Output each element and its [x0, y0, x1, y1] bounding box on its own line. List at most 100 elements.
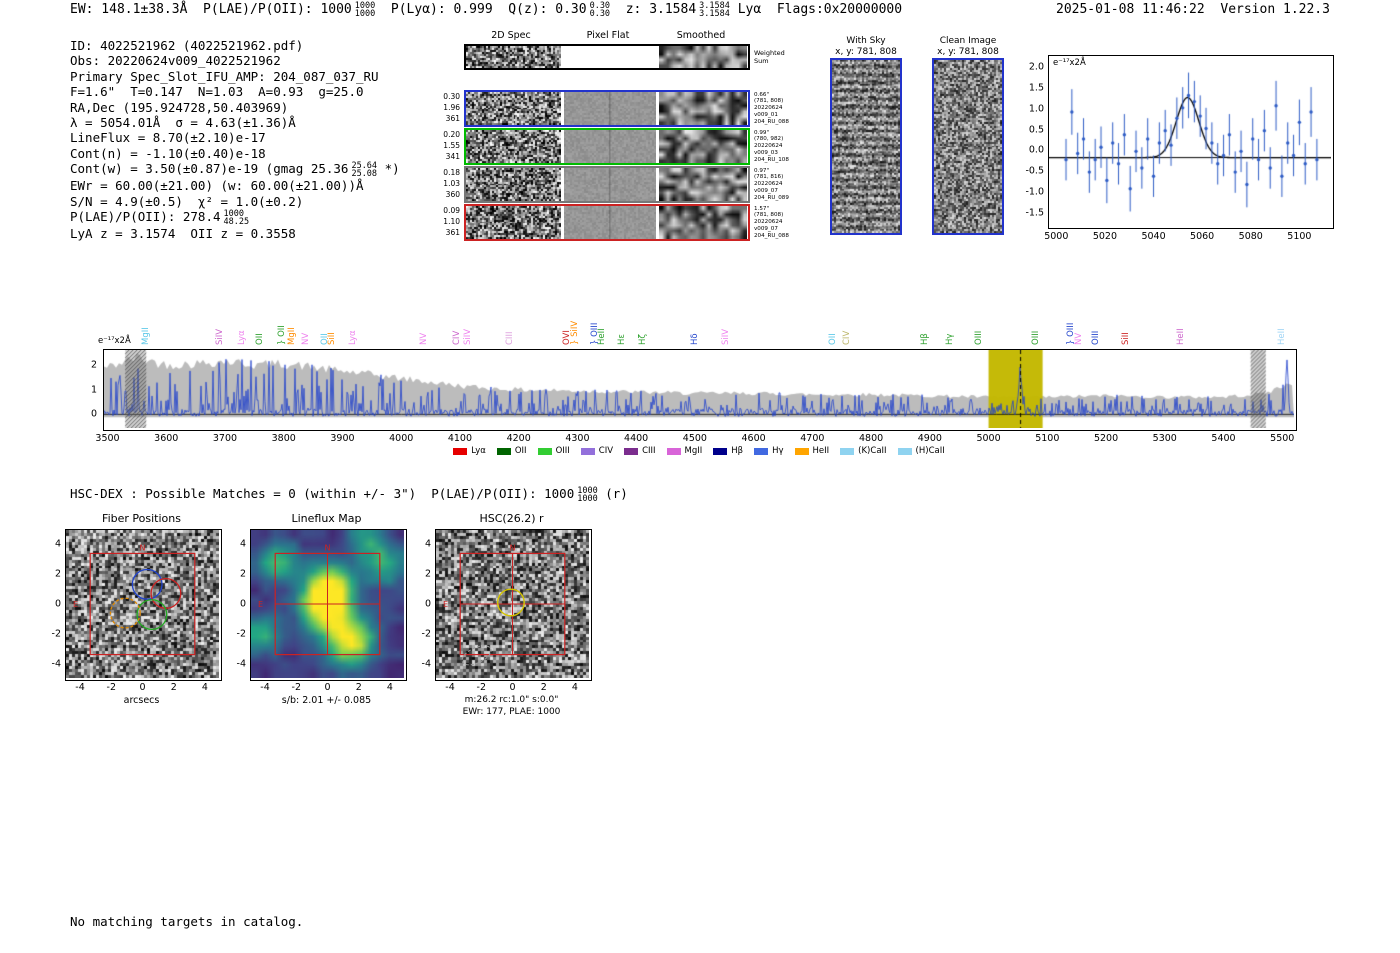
panel-x-tick: 2	[355, 682, 362, 693]
cutout-col-header: Smoothed	[676, 30, 726, 41]
spec2d-cutout-canvas	[466, 130, 561, 163]
fraction-bottom: 3.1584	[699, 9, 730, 19]
pixel-flat-canvas	[564, 206, 656, 239]
emission-line-label: Lyα	[236, 330, 247, 345]
spec2d-cutout-canvas	[466, 206, 561, 239]
panel-x-tick: 2	[170, 682, 177, 693]
fraction-bottom: 0.30	[589, 9, 611, 19]
sky-panel-title: Clean Image	[939, 36, 997, 46]
header-meta: 2025-01-08 11:46:22 Version 1.22.3	[1056, 2, 1330, 17]
legend-swatch	[496, 447, 511, 455]
zoom-y-tick: -1.5	[1025, 207, 1044, 219]
fiber-circle	[109, 597, 141, 629]
cutout-annotation-line: 0.99"	[754, 129, 770, 136]
emission-line-label: } OII	[277, 325, 288, 345]
legend-label: (H)CaII	[915, 446, 945, 456]
cutout-row	[464, 128, 750, 165]
lineflux-overlay: NE	[258, 543, 381, 656]
panel-y-tick: 4	[54, 538, 61, 550]
info-line: λ = 5054.01Å σ = 4.63(±1.36)Å	[70, 115, 400, 130]
fraction-top: 0.30	[589, 1, 611, 11]
legend-label: CIII	[642, 446, 656, 456]
cutout-row-left-labels: 0.09 1.10 361	[440, 205, 460, 238]
sky-panel-coords: x, y: 781, 808	[937, 47, 999, 57]
emission-line-label: OIII	[1031, 330, 1042, 345]
cutout-annotation-line: 204_RU_088	[754, 232, 789, 239]
fraction-top: 1000	[577, 486, 598, 496]
spectrum-x-tick: 5500	[1270, 433, 1295, 444]
cutout-row-annotations: 0.99" (780, 982) 20220624 v009_03 204_RU_108	[754, 130, 789, 164]
spec2d-cutout-canvas	[466, 46, 561, 68]
zoom-y-tick: -0.5	[1025, 165, 1044, 177]
panel-x-tick: 0	[324, 682, 331, 693]
cutout-row-annotations: 1.57" (781, 808) 20220624 v009_07 204_RU_088	[754, 206, 789, 240]
panel-caption: m:26.2 rc:1.0" s:0.0"	[464, 695, 559, 705]
fraction-top: 25.64	[351, 161, 378, 172]
panel-title-fiber: Fiber Positions	[102, 512, 181, 525]
legend-swatch	[794, 447, 809, 455]
cutout-left-value: 1.96	[443, 103, 460, 112]
spectrum-x-tick: 4300	[565, 433, 590, 444]
info-line: LineFlux = 8.70(±2.10)e-17	[70, 130, 400, 145]
clean-image	[932, 58, 1004, 235]
cutout-left-value: 360	[445, 190, 460, 199]
legend-item: HeII	[794, 446, 829, 456]
stacked-fraction: 25.64 25.08	[351, 161, 378, 179]
spectrum-y-tick: 0	[90, 408, 97, 420]
cutout-col-header: Pixel Flat	[586, 30, 630, 41]
fraction-top: 1000	[354, 1, 376, 11]
cutout-annotation-line: 204_RU_108	[754, 156, 789, 163]
cutout-annotation-line: v009_07	[754, 187, 778, 194]
emission-line-label: Lyα	[347, 330, 358, 345]
text-segment: HSC-DEX : Possible Matches = 0 (within +…	[70, 486, 575, 501]
text-segment: Lyα Flags:0x20000000	[729, 2, 903, 17]
text-segment: Cont(w) = 3.50(±0.87)e-19 (gmag 25.36	[70, 161, 349, 177]
aperture-circle	[496, 588, 525, 617]
cutout-annotation-line: 1.57"	[754, 205, 770, 212]
legend-label: Hβ	[731, 446, 744, 456]
text-segment: P(LAE)/P(OII): 278.4	[70, 209, 221, 225]
spectrum-x-tick: 5000	[976, 433, 1001, 444]
emission-line-label: Hδ	[689, 333, 700, 345]
cutout-annotation-line: (781, 808)	[754, 212, 784, 219]
cutout-left-value: 1.55	[443, 141, 460, 150]
info-line: S/N = 4.9(±0.5) χ² = 1.0(±0.2)	[70, 194, 400, 209]
emission-line-label: NV	[1073, 332, 1084, 345]
zoom-x-tick: 5040	[1141, 231, 1166, 242]
fraction-bottom: 48.25	[223, 217, 250, 228]
cutout-row-annotations: 0.97" (781, 816) 20220624 v009_07 204_RU_089	[754, 168, 789, 202]
panel-y-tick: -4	[421, 658, 431, 670]
text-segment: EW: 148.1±38.3Å P(LAE)/P(OII): 1000	[70, 2, 352, 17]
panel-x-tick: -2	[106, 682, 117, 693]
footer-notes: No matching targets in catalog. Row inte…	[70, 876, 303, 953]
spectrum-x-tick: 4600	[741, 433, 766, 444]
cutout-row-annotations: 0.66" (781, 808) 20220624 v009_01 204_RU_088	[754, 92, 789, 126]
info-line: Primary Spec_Slot_IFU_AMP: 204_087_037_R…	[70, 69, 400, 84]
cutout-left-value: 361	[445, 114, 460, 123]
spectrum-x-tick: 5400	[1211, 433, 1236, 444]
info-line: LyA z = 3.1574 OII z = 0.3558	[70, 226, 400, 241]
zoom-y-tick: 1.0	[1028, 103, 1044, 115]
panel-x-tick: 0	[139, 682, 146, 693]
panel-y-tick: -2	[421, 628, 431, 640]
spectrum-x-tick: 5200	[1093, 433, 1119, 444]
smoothed-cutout-canvas	[659, 206, 747, 239]
stacked-fraction: 1000 1000	[354, 1, 376, 19]
legend-item: OII	[496, 446, 527, 456]
cutout-annotation-line: 204_RU_089	[754, 194, 789, 201]
cutout-left-value: 1.10	[443, 217, 460, 226]
sky-image-canvas	[934, 60, 1002, 233]
cutout-row	[464, 90, 750, 127]
zoom-x-tick: 5100	[1287, 231, 1312, 242]
emission-line-label: CIV	[842, 330, 853, 345]
spectrum-x-tick: 4800	[859, 433, 884, 444]
cutout-annotation-line: 20220624	[754, 143, 783, 150]
panel-y-tick: -2	[51, 628, 61, 640]
cutout-annotation-line: (781, 808)	[754, 98, 784, 105]
cutout-annotation-line: 0.66"	[754, 91, 770, 98]
text-segment: Cont(n) = -1.10(±0.40)e-18	[70, 145, 266, 161]
zoom-ylabel: e⁻¹⁷x2Å	[1053, 58, 1086, 68]
spectrum-x-tick: 3600	[154, 433, 179, 444]
